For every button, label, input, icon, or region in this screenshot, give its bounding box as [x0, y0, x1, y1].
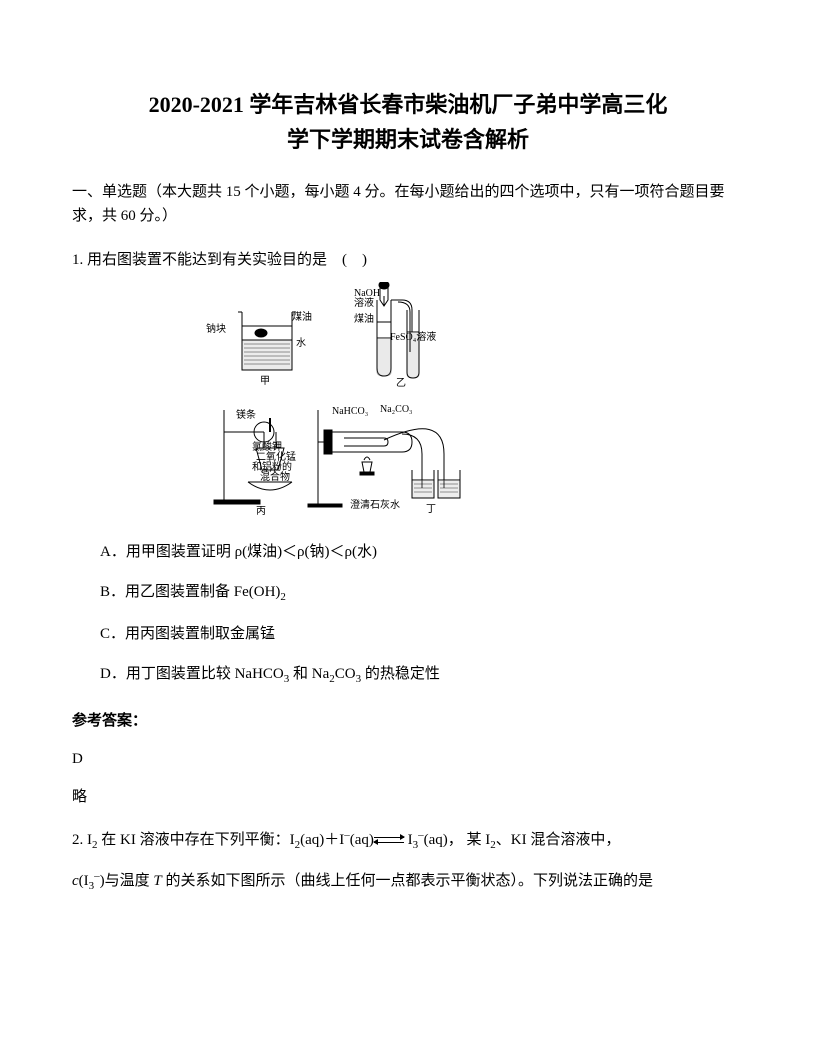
q1-option-b: B．用乙图装置制备 Fe(OH)2	[100, 580, 744, 607]
q1-answer: D	[72, 747, 744, 771]
label-nahco3: NaHCO₃	[332, 406, 368, 417]
q1-options: A．用甲图装置证明 ρ(煤油)＜ρ(钠)＜ρ(水) B．用乙图装置制备 Fe(O…	[100, 540, 744, 689]
answer-label: 参考答案：	[72, 709, 744, 733]
q1-stem: 1. 用右图装置不能达到有关实验目的是 ( )	[72, 248, 744, 272]
q2-stem-line2: c(I3–)与温度 T 的关系如下图所示（曲线上任何一点都表示平衡状态）。下列说…	[72, 868, 744, 896]
label-meitiao: 镁条	[236, 410, 256, 421]
q1-option-c: C．用丙图装置制取金属锰	[100, 622, 744, 646]
label-hunhewu: 混合物	[260, 472, 290, 483]
title-line-1: 2020-2021 学年吉林省长春市柴油机厂子弟中学高三化	[72, 90, 744, 121]
q1-figure: NaOH 溶液 煤油 FeSO₄溶液 钠块 煤油 水 甲 乙 镁条 氯酸钾 二氧…	[212, 282, 472, 522]
label-na2co3: Na₂CO₃	[380, 404, 413, 415]
label-ding: 丁	[426, 504, 436, 515]
label-chengqing: 澄清石灰水	[350, 500, 400, 511]
label-bing: 丙	[256, 506, 266, 517]
title-line-2: 学下学期期末试卷含解析	[72, 125, 744, 156]
label-rongye: 溶液	[354, 298, 374, 309]
label-feso4: FeSO₄溶液	[390, 332, 436, 343]
label-nakuai: 钠块	[206, 324, 226, 335]
q1-option-d: D．用丁图装置比较 NaHCO3 和 Na2CO3 的热稳定性	[100, 662, 744, 689]
label-meiyou-yi: 煤油	[354, 314, 374, 325]
label-jia: 甲	[260, 376, 270, 387]
label-meiyou-jia: 煤油	[292, 312, 312, 323]
section-heading: 一、单选题（本大题共 15 个小题，每小题 4 分。在每小题给出的四个选项中，只…	[72, 180, 744, 228]
q1-note: 略	[72, 785, 744, 809]
q1-option-a: A．用甲图装置证明 ρ(煤油)＜ρ(钠)＜ρ(水)	[100, 540, 744, 564]
label-shui: 水	[296, 338, 306, 349]
equilibrium-arrow-icon	[374, 835, 404, 845]
label-yi: 乙	[396, 378, 406, 389]
q2-stem-line1: 2. I2 在 KI 溶液中存在下列平衡：I2(aq)＋I–(aq) I3–(a…	[72, 827, 744, 855]
